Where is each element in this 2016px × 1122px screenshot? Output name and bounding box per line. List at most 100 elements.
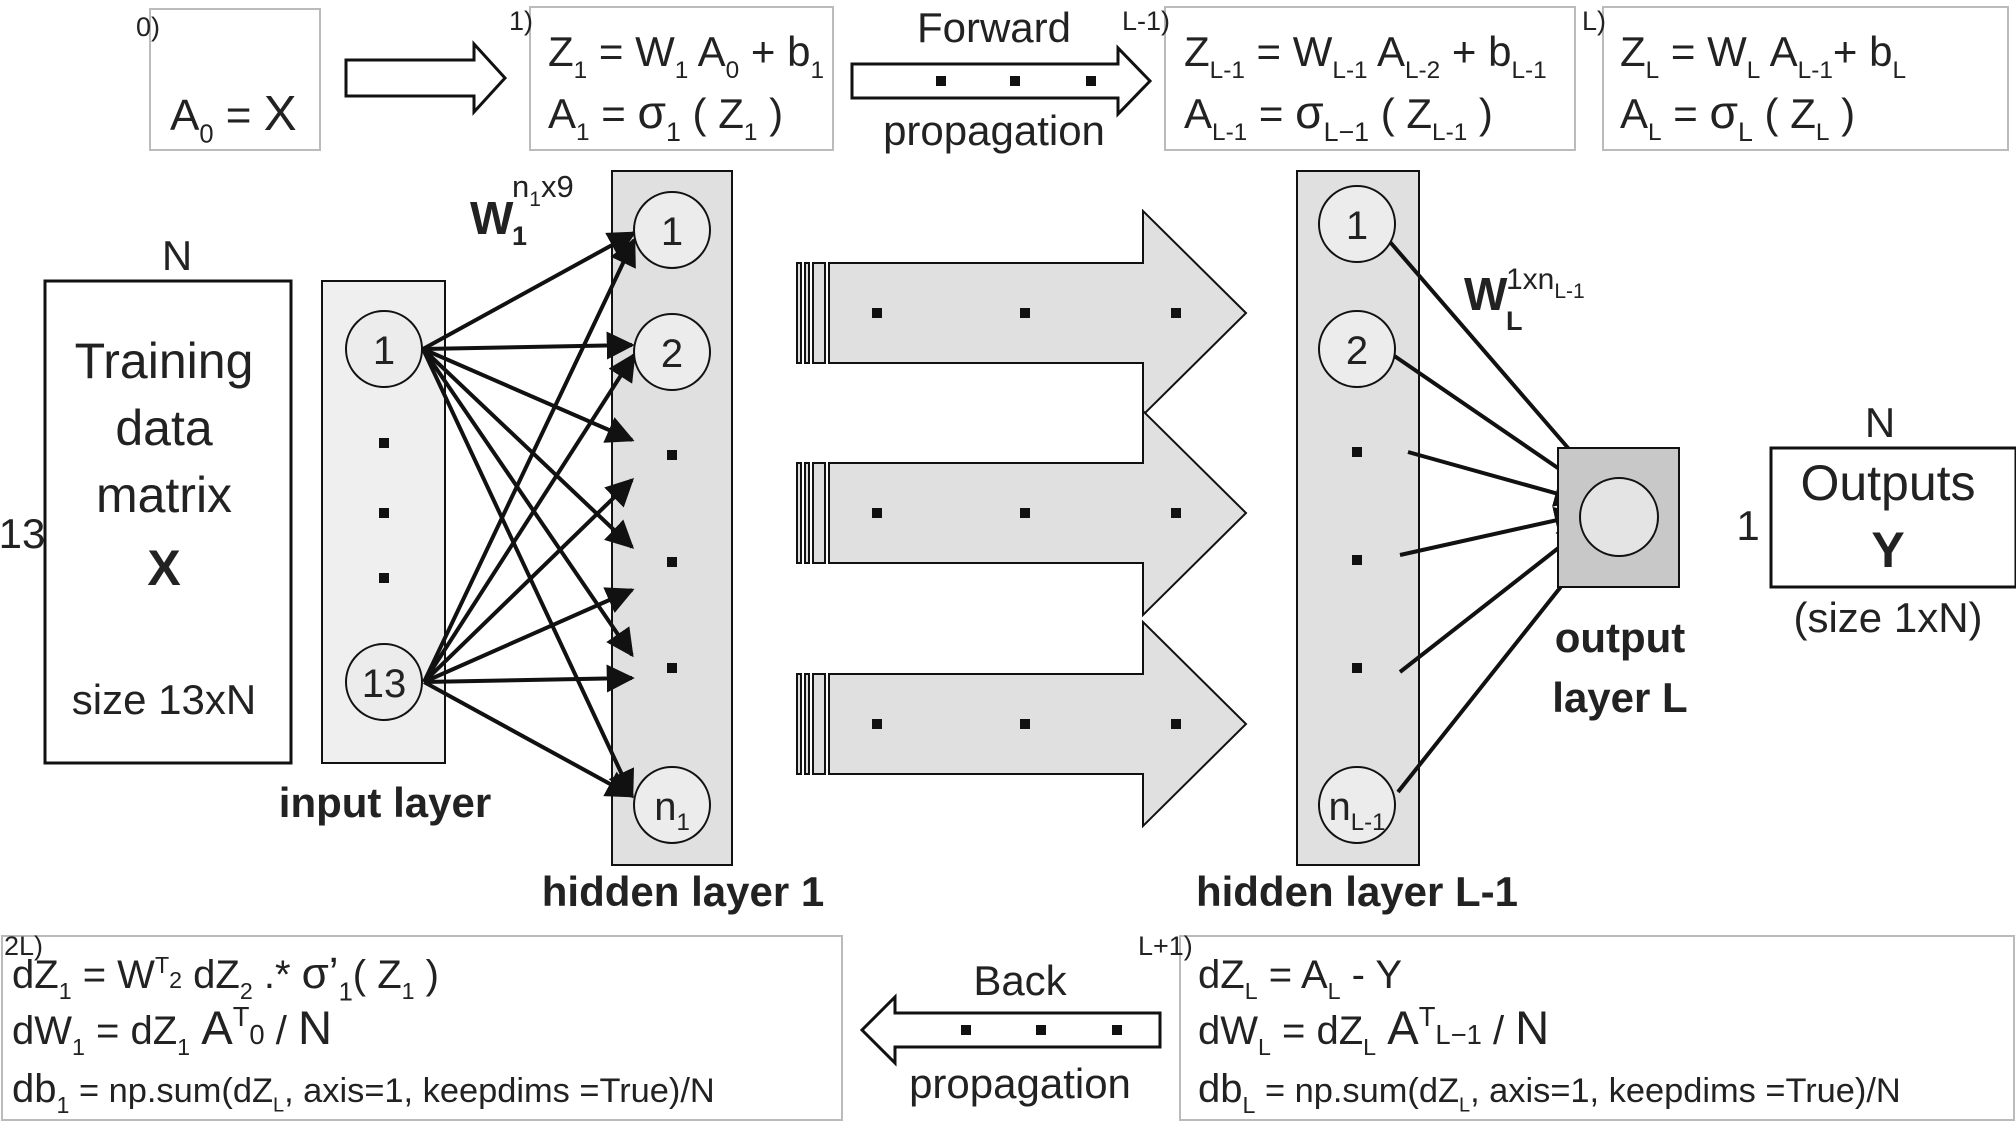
connection-arrow — [1398, 526, 1587, 674]
forward-propagation-arrow — [850, 44, 1153, 118]
outputs-rows-label: 1 — [1736, 502, 1759, 549]
ellipsis-dot — [872, 308, 882, 318]
outputs-n-label: N — [1865, 399, 1895, 446]
step-arrow — [344, 40, 508, 116]
forward-step-tag: L) — [1582, 6, 1606, 36]
svg-text:2: 2 — [661, 332, 683, 376]
connection-arrow — [422, 478, 635, 684]
ellipsis-dot — [1171, 719, 1181, 729]
ellipsis-dot — [1352, 447, 1362, 457]
ellipsis-dot — [1171, 308, 1181, 318]
ellipsis-dot — [1352, 555, 1362, 565]
forward-step-equation: A0​ = X — [170, 86, 297, 148]
connection-arrow — [422, 331, 635, 360]
forward-step-tag: 1) — [509, 6, 533, 36]
input-layer-label: input layer — [279, 779, 491, 826]
forward-step-equation: ZL-1​ = WL-1​ AL-2​ + bL-1​ — [1184, 28, 1547, 84]
training-data-matrix — [43, 279, 293, 765]
forward-step-equation: A1​ = σ1​ ( Z1​ ) — [548, 86, 783, 147]
ellipsis-dot — [379, 508, 389, 518]
weight-l-subscript: L — [1506, 306, 1523, 336]
connection-arrow — [1382, 233, 1596, 481]
intermediate-layer-arrow — [796, 208, 1248, 418]
svg-text:2: 2 — [1346, 329, 1368, 373]
back-step-equation: dWL​ = dZL​ ATL−1 / N — [1198, 1001, 1549, 1060]
step-box-l — [1602, 6, 2009, 151]
weight-l-symbol: W — [1464, 268, 1508, 320]
back-step-box-2l — [1, 935, 843, 1121]
ellipsis-dot — [379, 573, 389, 583]
step-box-l-1 — [1164, 6, 1576, 151]
step-box-1 — [529, 6, 834, 151]
forward-step-equation: ZL​ = WL​ AL-1​+ bL​ — [1620, 28, 1906, 84]
intermediate-layers — [796, 208, 1248, 829]
connection-arrow — [422, 237, 636, 683]
output-layer-label-2: layer L — [1552, 674, 1687, 721]
forward-step-equation: AL​ = σL​ ( ZL​ ) — [1620, 86, 1855, 147]
input-title-line-1: Training — [75, 333, 254, 389]
step-box-0 — [149, 8, 321, 151]
ellipsis-dot — [667, 557, 677, 567]
back-label-top: Back — [973, 957, 1067, 1004]
back-propagation-arrow — [859, 993, 1162, 1067]
forward-label-bottom: propagation — [883, 107, 1105, 154]
forward-step-tag: L-1) — [1122, 6, 1170, 36]
svg-text:nL-1: nL-1 — [1329, 785, 1386, 836]
forward-step-tag: 0) — [136, 12, 160, 42]
output-node — [1579, 477, 1659, 557]
output-layer-label-1: output — [1555, 614, 1686, 661]
hidden-layer-l-1-weight: W L 1xnL-1 — [1464, 263, 1585, 336]
ellipsis-dot — [1020, 508, 1030, 518]
forward-step-equation: AL-1​ = σL−1​ ( ZL-1​ ) — [1184, 86, 1493, 147]
back-steps: 2L)dZ1​ = WT2 dZ2​ .* σ’1​( Z1​ )dW1​ = … — [4, 931, 1901, 1118]
forward-step-equation: Z1​ = W1​ A0​ + b1​ — [548, 28, 824, 84]
svg-text:n1: n1 — [654, 785, 690, 836]
back-step-box-l-plus-1 — [1179, 935, 2015, 1121]
hidden-l-node-nl-1: nL-1 — [1318, 766, 1396, 844]
connection-arrow — [1407, 450, 1583, 507]
nodes: 1 13 1 2 n1 1 2 nL-1 — [345, 185, 1396, 844]
svg-text:1: 1 — [661, 210, 683, 254]
ellipsis-dot — [667, 450, 677, 460]
outputs-size: (size 1xN) — [1793, 594, 1982, 641]
outputs-title: Outputs — [1800, 455, 1975, 511]
connections — [421, 231, 1596, 799]
forward-label-top: Forward — [917, 4, 1071, 51]
weight-1-symbol: W — [470, 192, 514, 244]
svg-text:13: 13 — [362, 662, 407, 706]
connection-arrow — [421, 348, 635, 799]
intermediate-layer-arrow — [796, 619, 1248, 829]
connection-arrow — [422, 347, 635, 443]
hidden-layer-1-weight: W 1 n1x9 — [470, 169, 574, 251]
input-title-line-3: matrix — [96, 467, 232, 523]
ellipsis-dot — [872, 719, 882, 729]
hidden-layer-1-label: hidden layer 1 — [542, 868, 824, 915]
intermediate-layer-arrow — [796, 408, 1248, 618]
input-size-label: size 13xN — [72, 676, 256, 723]
connection-arrow — [1399, 506, 1583, 557]
hidden-layer-l-1-label: hidden layer L-1 — [1196, 868, 1518, 915]
ellipsis-dot — [1352, 663, 1362, 673]
hidden-1-node-1: 1 — [633, 191, 711, 269]
back-step-tag: 2L) — [4, 931, 43, 961]
input-node-13: 13 — [345, 643, 423, 721]
ellipsis-dot — [1020, 719, 1030, 729]
back-step-tag: L+1) — [1138, 931, 1193, 961]
connection-arrow — [423, 587, 635, 684]
back-step-equation: db1​ = np.sum(dZL​, axis=1, keepdims =Tr… — [12, 1067, 715, 1118]
back-step-equation: dW1​ = dZ1​ AT0 / N — [12, 1001, 332, 1060]
connection-arrow — [423, 680, 635, 798]
hidden-l-node-2: 2 — [1318, 310, 1396, 388]
ellipsis-dot — [872, 508, 882, 518]
weight-1-subscript: 1 — [512, 221, 527, 251]
weight-l-superscript: 1xnL-1 — [1506, 263, 1585, 303]
back-step-equation: dZ1​ = WT2 dZ2​ .* σ’1​( Z1​ ) — [12, 949, 439, 1006]
input-node-1: 1 — [345, 310, 423, 388]
svg-text:1: 1 — [373, 329, 395, 373]
input-symbol: X — [147, 540, 180, 596]
forward-steps: 0) A0​ = X 1) Z1​ = W1​ A0​ + b1​A1​ = σ1​ … — [136, 6, 1906, 148]
outputs-symbol: Y — [1871, 522, 1904, 578]
input-rows-label: 13 — [0, 510, 45, 557]
weight-1-superscript: n1x9 — [512, 169, 574, 211]
